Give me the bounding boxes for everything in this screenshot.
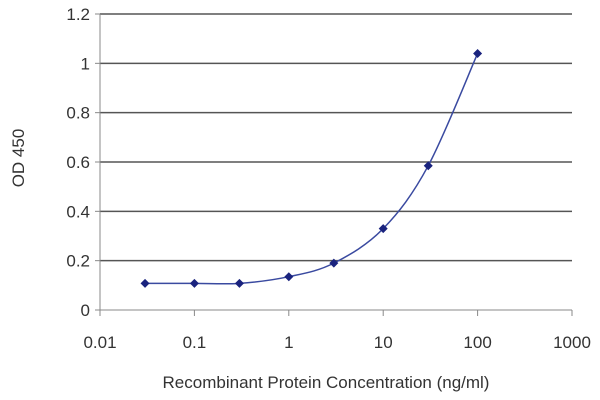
x-axis-title: Recombinant Protein Concentration (ng/ml… (163, 373, 490, 392)
x-tick-label: 0.01 (83, 333, 116, 352)
data-point-marker (189, 278, 199, 288)
series-line (145, 53, 479, 285)
series-layer (140, 48, 483, 288)
grid-lines (100, 13, 572, 262)
data-point-marker (473, 48, 483, 58)
x-tick-label: 100 (463, 333, 491, 352)
tick-labels: 0 0.2 0.4 0.6 0.8 1 1.2 0.01 0.1 1 10 100 1000 (66, 5, 591, 352)
y-tick-label: 0.4 (66, 202, 90, 221)
y-tick-label: 0 (81, 301, 90, 320)
y-axis-title: OD 450 (9, 129, 28, 188)
x-tick-label: 10 (374, 333, 393, 352)
data-point-marker (378, 224, 388, 234)
x-tick-label: 1 (284, 333, 293, 352)
data-point-marker (423, 161, 433, 171)
y-tick-label: 0.8 (66, 104, 90, 123)
x-tick-label: 0.1 (183, 333, 207, 352)
x-tick-label: 1000 (553, 333, 591, 352)
y-tick-label: 0.2 (66, 252, 90, 271)
y-tick-label: 1 (81, 54, 90, 73)
axes (95, 13, 573, 316)
y-tick-label: 1.2 (66, 5, 90, 24)
data-point-marker (234, 278, 244, 288)
data-point-marker (140, 278, 150, 288)
data-point-marker (284, 272, 294, 282)
data-point-marker (329, 258, 339, 268)
y-tick-label: 0.6 (66, 153, 90, 172)
